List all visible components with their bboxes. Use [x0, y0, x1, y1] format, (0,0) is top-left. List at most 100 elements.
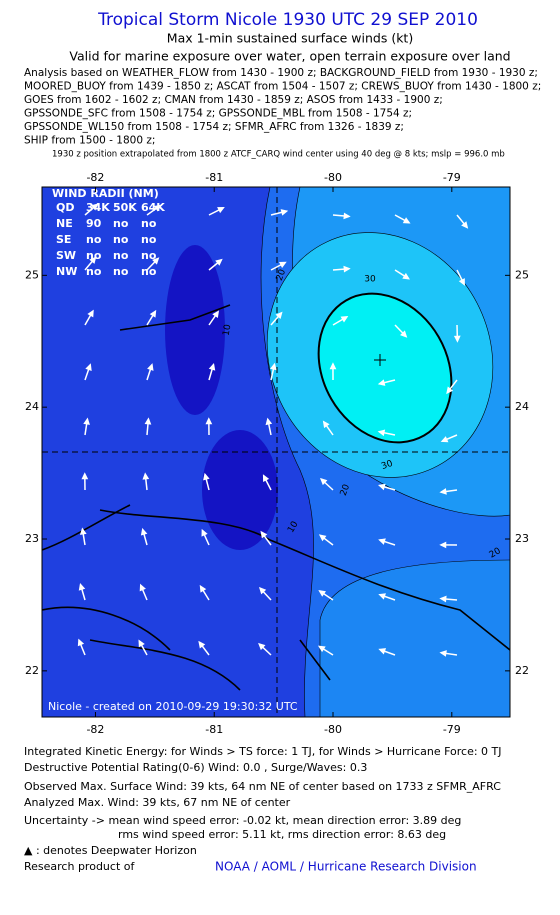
title: Tropical Storm Nicole 1930 UTC 29 SEP 20… — [97, 10, 478, 30]
wind-arrow-head — [280, 209, 289, 216]
contour-label: 20 — [275, 268, 288, 282]
wind-arrow-head — [85, 363, 92, 371]
wind-arrow-head — [458, 278, 465, 286]
wind-arrow-head — [343, 265, 351, 273]
contour-label: 20 — [339, 483, 352, 497]
y-tick-label: 22 — [515, 664, 529, 677]
wind-arrow-head — [203, 472, 210, 481]
wind-radii-cell: no — [113, 217, 129, 230]
wind-arrow-head — [149, 309, 157, 318]
x-tick-label: -82 — [86, 723, 104, 736]
x-tick-label: -81 — [205, 723, 223, 736]
y-tick-label: 23 — [515, 532, 529, 545]
wind-arrow-head — [317, 645, 326, 653]
wind-radii-cell: no — [86, 249, 102, 262]
x-tick-label: -82 — [86, 171, 104, 184]
wind-arrow-head — [144, 417, 152, 425]
validity: Valid for marine exposure over water, op… — [69, 49, 510, 64]
contour-label: 10 — [222, 323, 234, 336]
wind-arrow-head — [142, 472, 150, 480]
y-tick-label: 24 — [25, 400, 39, 413]
wind-arrow-head — [319, 477, 328, 486]
organization: NOAA / AOML / Hurricane Research Divisio… — [215, 860, 477, 874]
wind-radii-cell: 90 — [86, 217, 102, 230]
analysis-line: GPSSONDE_SFC from 1508 - 1754 z; GPSSOND… — [24, 108, 412, 120]
wind-radii-cell: no — [141, 233, 157, 246]
wind-radii-cell: NW — [56, 265, 77, 278]
wind-radii-cell: no — [86, 265, 102, 278]
wind-radii-header: 34K — [86, 201, 110, 214]
wind-arrow-head — [378, 593, 386, 600]
wind-arrow-head — [78, 582, 86, 591]
wind-arrow-head — [439, 650, 447, 657]
footer-line: rms wind speed error: 5.11 kt, rms direc… — [118, 828, 446, 841]
wind-arrow-head — [270, 362, 277, 371]
wind-arrow-head — [278, 261, 287, 269]
x-tick-label: -81 — [205, 171, 223, 184]
map-frame — [41, 186, 511, 718]
wind-arrow-head — [215, 258, 223, 266]
wind-arrow-head — [453, 335, 461, 343]
wind-arrow-head — [89, 256, 97, 264]
y-tick-label: 23 — [25, 532, 39, 545]
wind-arrow-head — [343, 212, 351, 220]
wind-arrow-head — [139, 583, 146, 592]
wind-arrow-head — [262, 474, 270, 482]
subtitle: Max 1-min sustained surface winds (kt) — [167, 31, 413, 46]
wind-arrow-head — [201, 528, 208, 537]
wind-arrow-head — [87, 309, 94, 318]
x-tick-label: -80 — [324, 171, 342, 184]
wind-arrow-head — [378, 538, 386, 545]
wind-arrow-head — [400, 330, 408, 338]
footer-line: Analyzed Max. Wind: 39 kts, 67 nm NE of … — [24, 796, 291, 809]
wind-radii-cell: no — [86, 233, 102, 246]
wind-arrow-head — [90, 203, 99, 211]
contour-label: 30 — [380, 459, 394, 472]
contour-label: 30 — [364, 275, 376, 285]
wind-arrow-head — [322, 420, 330, 429]
wind-radii-cell: no — [141, 265, 157, 278]
wind-radii-header: QD — [56, 201, 74, 214]
footer-line: Integrated Kinetic Energy: for Winds > T… — [24, 745, 502, 758]
wind-arrow-head — [153, 204, 162, 212]
wind-radii-title: WIND RADII (NM) — [52, 187, 159, 200]
analysis-line: Analysis based on WEATHER_FLOW from 1430… — [24, 67, 538, 79]
wind-arrow-head — [318, 534, 327, 542]
wind-arrow-head — [79, 527, 87, 535]
footer-line: Observed Max. Surface Wind: 39 kts, 64 n… — [24, 780, 501, 793]
wind-arrow-head — [329, 362, 337, 370]
analysis-line: GPSSONDE_WL150 from 1508 - 1754 z; SFMR_… — [24, 121, 404, 133]
wind-arrow-head — [217, 207, 225, 214]
wind-arrow-head — [205, 417, 213, 425]
wind-arrow-head — [446, 386, 454, 395]
position-note: 1930 z position extrapolated from 1800 z… — [52, 150, 505, 160]
y-tick-label: 25 — [25, 268, 39, 281]
wind-arrow-head — [208, 362, 216, 371]
footer-line: Uncertainty -> mean wind speed error: -0… — [24, 814, 461, 827]
footer-line: ▲ : denotes Deepwater Horizon — [24, 844, 197, 857]
wind-arrow-head — [377, 429, 386, 437]
wind-arrow-head — [77, 638, 85, 647]
wind-arrow-head — [258, 586, 267, 595]
wind-arrow-head — [378, 648, 387, 655]
wind-arrow-head — [318, 590, 326, 597]
wind-arrow-head — [140, 527, 148, 536]
x-tick-label: -79 — [443, 171, 461, 184]
analysis-line: GOES from 1602 - 1602 z; CMAN from 1430 … — [24, 94, 443, 106]
wind-radii-cell: no — [113, 233, 129, 246]
y-tick-label: 22 — [25, 664, 39, 677]
wind-arrow-head — [439, 595, 447, 603]
wind-arrow-head — [199, 584, 207, 593]
wind-radii-cell: no — [113, 249, 129, 262]
wind-arrow-head — [440, 436, 449, 443]
x-tick-label: -80 — [324, 723, 342, 736]
credit: Nicole - created on 2010-09-29 19:30:32 … — [48, 700, 298, 713]
wind-arrow-head — [198, 640, 206, 649]
footer-line: Destructive Potential Rating(0-6) Wind: … — [24, 761, 367, 774]
footer-line: Research product of — [24, 860, 135, 873]
wind-arrow-head — [152, 257, 160, 265]
y-tick-label: 25 — [515, 268, 529, 281]
wind-arrow-head — [377, 483, 386, 491]
wind-arrow-head — [461, 221, 469, 229]
wind-arrow-head — [83, 417, 90, 425]
